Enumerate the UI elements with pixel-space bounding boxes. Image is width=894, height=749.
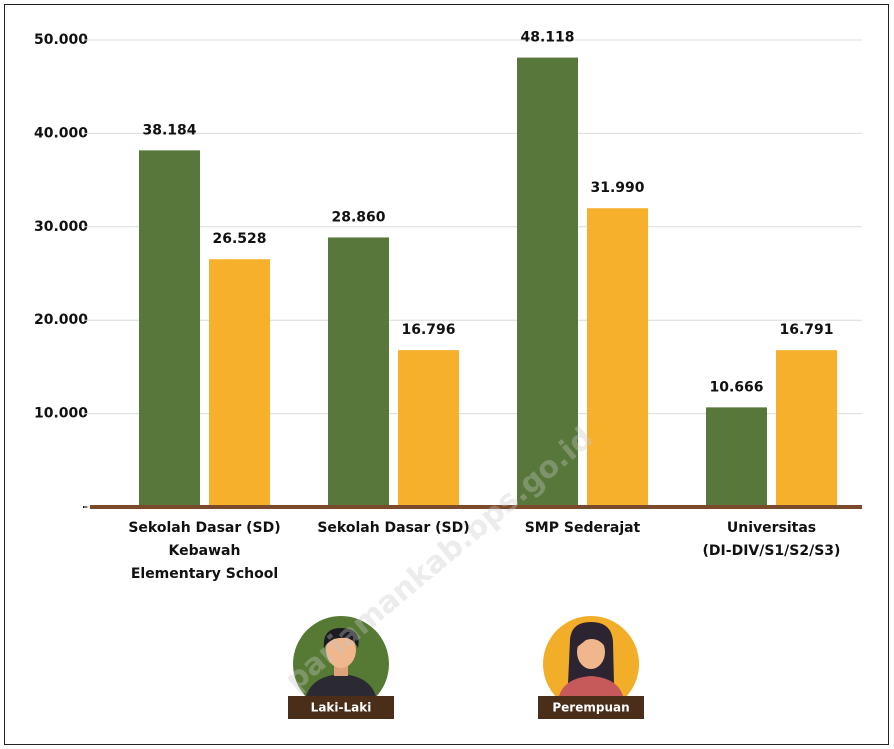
value-label: 31.990 — [590, 180, 644, 196]
value-label: 38.184 — [142, 122, 196, 138]
page: -10.00020.00030.00040.00050.00038.18426.… — [0, 0, 894, 749]
value-label: 28.860 — [331, 209, 385, 225]
y-tick-label: 10.000 — [34, 406, 88, 422]
value-label: 26.528 — [212, 231, 266, 247]
bar — [328, 237, 389, 507]
y-tick-label: 30.000 — [34, 219, 88, 235]
x-tick-label: SMP Sederajat — [488, 517, 678, 540]
y-tick-label: 50.000 — [34, 32, 88, 48]
x-tick-label: Sekolah Dasar (SD) — [299, 517, 489, 540]
value-label: 16.796 — [401, 322, 455, 338]
bar — [139, 150, 200, 507]
x-tick-label: Universitas (DI-DIV/S1/S2/S3) — [677, 517, 867, 563]
value-label: 10.666 — [709, 379, 763, 395]
y-tick-label: 20.000 — [34, 312, 88, 328]
y-tick-label: 40.000 — [34, 125, 88, 141]
bar — [209, 259, 270, 507]
bar — [776, 350, 837, 507]
bar — [398, 350, 459, 507]
bar — [587, 208, 648, 507]
bar — [706, 407, 767, 507]
value-label: 16.791 — [779, 322, 833, 338]
chart: -10.00020.00030.00040.00050.00038.18426.… — [0, 0, 894, 749]
legend-label: Laki-Laki — [311, 701, 372, 715]
x-tick-label: Sekolah Dasar (SD) Kebawah Elementary Sc… — [110, 517, 300, 586]
value-label: 48.118 — [520, 30, 574, 46]
legend-label: Perempuan — [552, 701, 629, 715]
